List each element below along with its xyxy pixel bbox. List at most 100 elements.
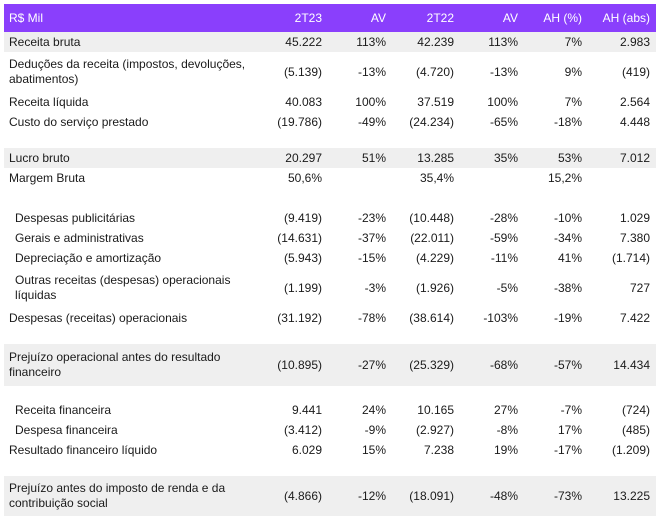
row-value: (1.714) (611, 251, 650, 265)
row-value (388, 188, 454, 208)
row-value: 51% (361, 151, 386, 165)
row-value: -48% (489, 489, 518, 503)
row-value: 35% (493, 151, 518, 165)
row-value: (3.412) (283, 423, 322, 437)
row-label (9, 328, 259, 344)
header-cell: AH (%) (543, 11, 582, 25)
row-value (264, 328, 322, 344)
row-value (456, 132, 518, 148)
row-value: (1.926) (415, 281, 454, 295)
row-value: -34% (553, 231, 582, 245)
table-row: Prejuízo operacional antes do resultado … (4, 344, 656, 386)
row-value: 100% (355, 95, 386, 109)
row-value: (1.209) (611, 443, 650, 457)
row-label: Margem Bruta (9, 170, 86, 185)
row-value: -11% (490, 251, 518, 265)
row-value: (10.895) (277, 358, 322, 372)
row-label: Gerais e administrativas (15, 230, 144, 245)
header-cell: AH (abs) (602, 11, 650, 25)
table-row: Prejuízo antes do imposto de renda e da … (4, 476, 656, 516)
table-row: Receita financeira 9.441 24% 10.165 27% -7% (7… (4, 400, 656, 420)
row-value: (2.927) (415, 423, 454, 437)
row-value: 13.285 (417, 151, 454, 165)
table-row: Despesas (receitas) operacionais (31.192)… (4, 308, 656, 328)
row-value: 7.380 (619, 231, 650, 245)
row-value: (5.943) (283, 251, 322, 265)
row-label: Prejuízo antes do imposto de renda e da … (9, 481, 226, 510)
row-value: 7% (564, 35, 582, 49)
row-value: 15,2% (547, 171, 582, 185)
row-value: 100% (487, 95, 518, 109)
row-value: -12% (357, 489, 386, 503)
table-row: Despesa financeira (3.412) -9% (2.927) -8% 17… (4, 420, 656, 440)
row-value: -78% (357, 311, 386, 325)
row-value: 35,4% (419, 171, 454, 185)
header-cell: 2T23 (294, 11, 322, 25)
row-value: -8% (496, 423, 518, 437)
row-value: -27% (357, 358, 386, 372)
row-value: 27% (493, 403, 518, 417)
row-label: Custo do serviço prestado (9, 114, 149, 129)
row-value: (18.091) (409, 489, 454, 503)
row-value (388, 328, 454, 344)
row-value: (25.329) (409, 358, 454, 372)
row-value: 41% (557, 251, 582, 265)
row-value: (19.786) (277, 115, 322, 129)
table-row: Custo do serviço prestado (19.786) -49% (24… (4, 112, 656, 132)
row-value: -9% (364, 423, 386, 437)
row-value: -57% (553, 358, 582, 372)
row-value (584, 188, 650, 208)
row-value (456, 168, 518, 188)
table-row: Despesas publicitárias (9.419) -23% (10.448… (4, 208, 656, 228)
row-value: -73% (553, 489, 582, 503)
row-value: -13% (357, 65, 386, 79)
row-value: (4.229) (415, 251, 454, 265)
row-value: -28% (489, 211, 518, 225)
row-value: (31.192) (277, 311, 322, 325)
row-value (264, 188, 322, 208)
row-value: 6.029 (291, 443, 322, 457)
row-value (388, 460, 454, 476)
table-row: Receita bruta 45.222 113% 42.239 113% 7% 2.983 (4, 32, 656, 52)
spacer-row (4, 132, 656, 148)
row-value (324, 132, 386, 148)
row-value (520, 188, 582, 208)
row-value: 7.238 (423, 443, 454, 457)
row-value: 9% (564, 65, 582, 79)
row-value (584, 460, 650, 476)
row-value: (38.614) (409, 311, 454, 325)
row-value (584, 328, 650, 344)
row-value: -37% (357, 231, 386, 245)
table-row: Deduções da receita (impostos, devoluçõe… (4, 52, 656, 92)
spacer-row (4, 460, 656, 476)
row-value (456, 188, 518, 208)
row-value (264, 132, 322, 148)
row-value (520, 460, 582, 476)
row-value: (1.199) (283, 281, 322, 295)
row-value: 2.983 (619, 35, 650, 49)
row-value (520, 328, 582, 344)
row-label (9, 460, 259, 476)
row-value (324, 168, 386, 188)
row-label (9, 188, 259, 208)
spacer-row (4, 328, 656, 344)
row-value: -59% (489, 231, 518, 245)
row-value: 727 (629, 281, 650, 295)
row-value (584, 132, 650, 148)
row-value (324, 188, 386, 208)
table-row: Receita líquida 40.083 100% 37.519 100% 7% 2.5… (4, 92, 656, 112)
row-value: 45.222 (285, 35, 322, 49)
row-value: -23% (357, 211, 386, 225)
table-row: Resultado financeiro líquido 6.029 15% 7.23… (4, 440, 656, 460)
row-value (456, 386, 518, 400)
row-label: Despesas (receitas) operacionais (9, 310, 188, 325)
row-value: (24.234) (409, 115, 454, 129)
row-label (9, 386, 259, 400)
table-row: Depreciação e amortização (5.943) -15% (4.2… (4, 248, 656, 268)
row-value: (419) (621, 65, 650, 79)
spacer-row (4, 386, 656, 400)
header-cell: AV (502, 11, 518, 25)
row-value: 113% (488, 35, 518, 49)
row-value: -7% (560, 403, 582, 417)
row-label: Receita líquida (9, 94, 89, 109)
